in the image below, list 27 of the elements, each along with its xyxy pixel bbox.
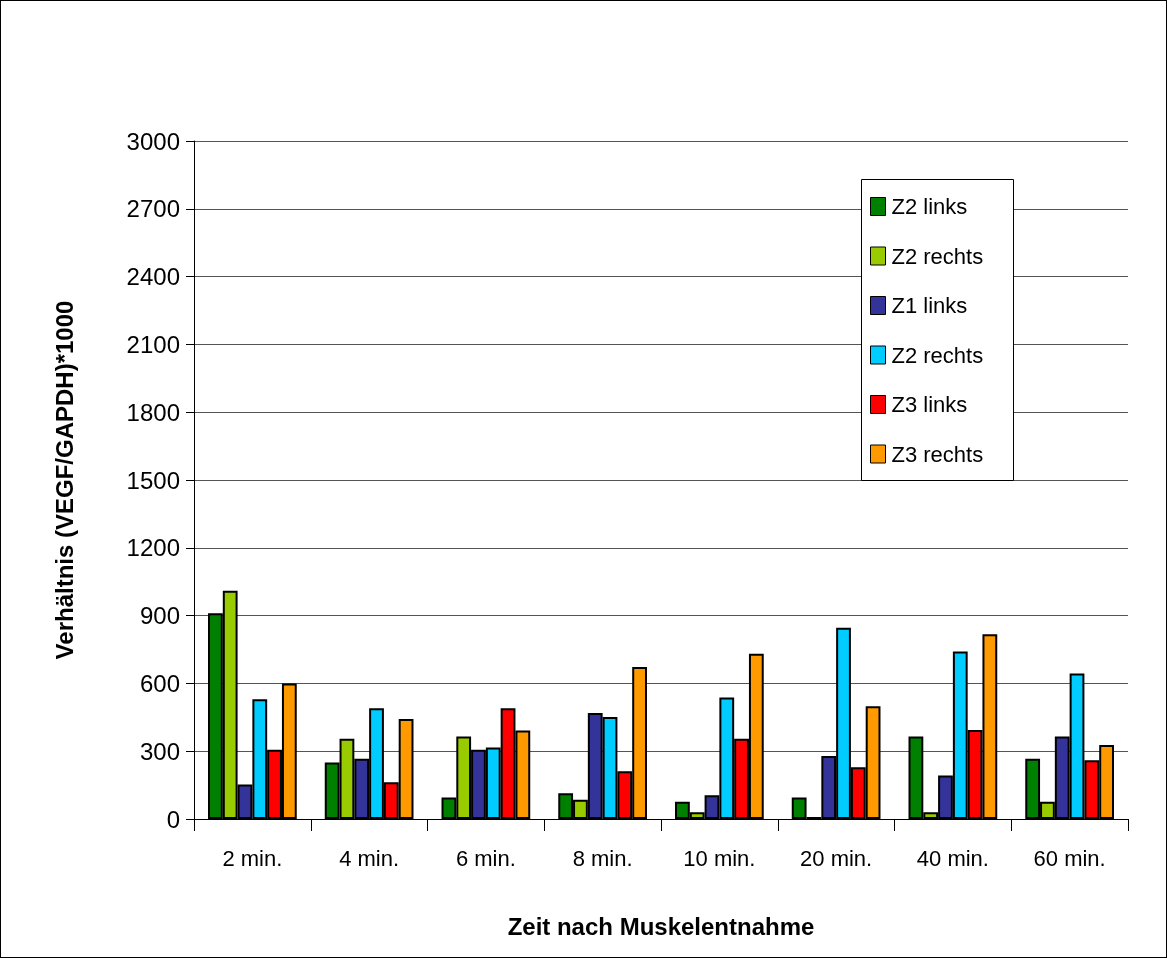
legend-label: Z2 links [891, 194, 968, 219]
y-tick-label: 600 [139, 669, 180, 697]
y-tick-label: 300 [139, 737, 180, 765]
x-tick-label: 2 min. [222, 845, 283, 871]
legend-label: Z2 rechts [891, 342, 984, 368]
y-tick-label: 1500 [126, 466, 180, 494]
x-axis-title: Zeit nach Muskelentnahme [507, 912, 815, 940]
legend-label: Z1 links [891, 293, 968, 318]
y-tick-label: 1200 [126, 534, 180, 562]
y-tick-label: 2700 [126, 195, 180, 223]
y-tick-label: 3000 [126, 127, 180, 155]
y-tick-label: 2400 [126, 263, 180, 291]
y-tick-label: 1800 [126, 398, 180, 426]
y-tick-label: 0 [166, 805, 180, 833]
legend-label: Z2 rechts [891, 243, 984, 269]
x-tick-label: 8 min. [572, 845, 633, 871]
x-tick-label: 6 min. [455, 845, 516, 871]
x-tick-label: 4 min. [339, 845, 400, 871]
legend-label: Z3 rechts [891, 441, 984, 467]
x-tick-label: 20 min. [800, 845, 873, 871]
x-tick-label: 40 min. [916, 845, 989, 871]
x-tick-label: 10 min. [683, 845, 756, 871]
x-tick-label: 60 min. [1033, 845, 1106, 871]
y-tick-label: 900 [139, 602, 180, 630]
legend-label: Z3 links [891, 392, 968, 417]
y-axis-title: Verhältnis (VEGF/GAPDH)*1000 [50, 300, 78, 660]
y-tick-label: 2100 [126, 330, 180, 358]
